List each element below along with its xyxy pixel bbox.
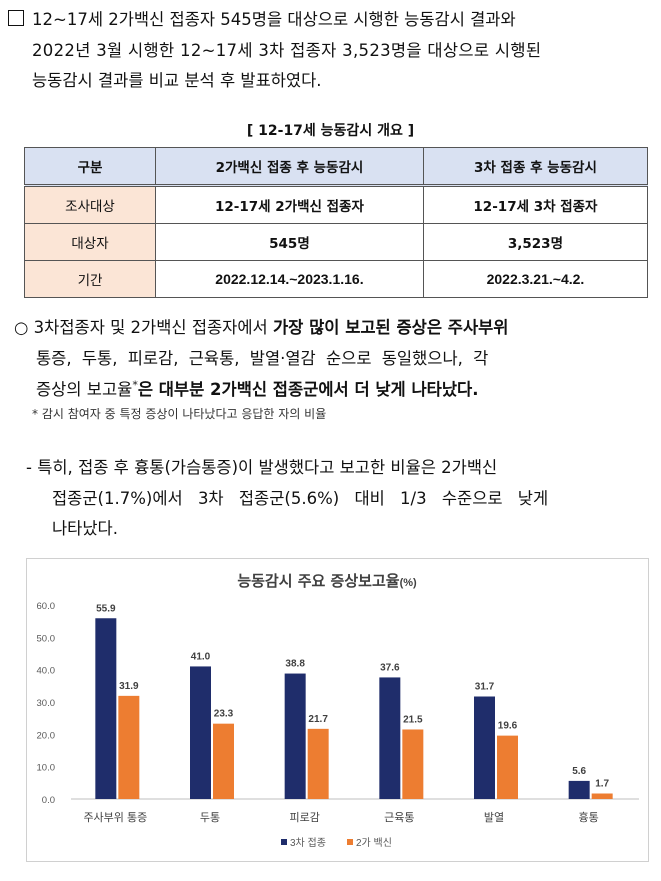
table-cell: 2022.3.21.~4.2.	[422, 260, 649, 298]
chest-pain-line-2: 접종군(1.7%)에서 3차 접종군(5.6%) 대비 1/3 수준으로 낮게	[52, 489, 549, 508]
data-label: 23.3	[214, 709, 234, 720]
finding-line-1-bold: 가장 많이 보고된 증상은 주사부위	[272, 318, 509, 337]
x-tick-label: 흉통	[579, 810, 599, 824]
data-label: 37.6	[380, 662, 400, 673]
bar-third-dose	[95, 618, 117, 799]
table-row: 대상자 545명 3,523명	[24, 223, 649, 261]
circle-bullet-icon: ○	[14, 318, 29, 337]
chest-pain-line-1: - 특히, 접종 후 흉통(가슴통증)이 발생했다고 보고한 비율은 2가백신	[26, 454, 497, 478]
y-tick-label: 20.0	[37, 730, 56, 741]
table-cell: 545명	[155, 223, 424, 261]
legend-label: 3차 접종	[290, 837, 326, 849]
bar-bivalent	[591, 793, 613, 799]
data-label: 5.6	[572, 766, 586, 777]
table-row: 조사대상 12-17세 2가백신 접종자 12-17세 3차 접종자	[24, 185, 649, 224]
bar-bivalent	[402, 729, 424, 799]
legend-label: 2가 백신	[356, 837, 392, 849]
symptom-chart: 능동감시 주요 증상보고율(%) 0.0 10.0 20.0 30.0 40.0 50.0 6…	[26, 558, 649, 862]
y-tick-label: 60.0	[37, 601, 56, 612]
chest-pain-line-3: 나타났다.	[52, 519, 118, 538]
data-label: 21.7	[308, 714, 328, 725]
square-bullet-icon	[8, 10, 24, 26]
bar-third-dose	[190, 666, 211, 799]
bar-third-dose	[379, 677, 401, 799]
data-label: 55.9	[96, 603, 116, 614]
footnote: * 감시 참여자 중 특정 증상이 나타났다고 응답한 자의 비율	[32, 407, 327, 421]
intro-line-1: 12~17세 2가백신 접종자 545명을 대상으로 시행한 능동감시 결과와	[8, 6, 516, 30]
asterisk-mark: *	[132, 378, 138, 392]
table-cell: 3,523명	[422, 223, 649, 261]
chart-svg: 능동감시 주요 증상보고율(%) 0.0 10.0 20.0 30.0 40.0 50.0 6…	[37, 572, 639, 849]
x-tick-label: 발열	[484, 811, 504, 824]
bar-bivalent	[307, 728, 329, 799]
legend-swatch	[281, 839, 287, 845]
table-header-cell: 2가백신 접종 후 능동감시	[155, 147, 424, 187]
table-header-cell: 구분	[24, 147, 156, 187]
table-cell: 2022.12.14.~2023.1.16.	[155, 260, 424, 298]
bar-bivalent	[213, 723, 234, 799]
chest-pain-line-1-rest: 접종 후 흉통(가슴통증)이 발생했다고 보고한 비율은 2가백신	[78, 458, 498, 477]
bar-third-dose	[568, 780, 590, 799]
x-tick-label: 두통	[200, 811, 220, 824]
table-cell: 12-17세 3차 접종자	[422, 185, 649, 224]
data-label: 21.5	[403, 714, 423, 725]
intro-line-3: 능동감시 결과를 비교 분석 후 발표하였다.	[32, 71, 322, 90]
table-header-cell: 3차 접종 후 능동감시	[422, 147, 649, 187]
chart-title-unit: (%)	[400, 577, 417, 589]
data-label: 1.7	[595, 779, 609, 790]
x-tick-label: 근육통	[384, 811, 414, 824]
data-label: 41.0	[191, 651, 211, 662]
legend-swatch	[347, 839, 353, 845]
table-row: 기간 2022.12.14.~2023.1.16. 2022.3.21.~4.2…	[24, 260, 649, 298]
table-cell: 12-17세 2가백신 접종자	[155, 185, 424, 224]
bar-third-dose	[474, 696, 495, 799]
table-caption: [ 12-17세 능동감시 개요 ]	[246, 123, 415, 139]
bar-bivalent	[118, 695, 140, 799]
overview-table: 구분 2가백신 접종 후 능동감시 3차 접종 후 능동감시 조사대상 12-1…	[24, 147, 649, 298]
data-label: 31.7	[475, 682, 495, 693]
row-label: 조사대상	[24, 185, 156, 224]
finding-line-1: ○ 3차접종자 및 2가백신 접종자에서 가장 많이 보고된 증상은 주사부위	[14, 314, 508, 338]
chart-title: 능동감시 주요 증상보고율(%)	[237, 572, 417, 590]
x-tick-label: 피로감	[289, 811, 319, 824]
finding-line-2: 통증, 두통, 피로감, 근육통, 발열·열감 순으로 동일했으나, 각	[36, 349, 489, 368]
data-label: 31.9	[119, 681, 139, 692]
intro-line-2: 2022년 3월 시행한 12~17세 3차 접종자 3,523명을 대상으로 …	[32, 41, 542, 60]
y-tick-label: 10.0	[37, 763, 56, 774]
y-tick-label: 50.0	[37, 633, 56, 644]
row-label: 기간	[24, 260, 156, 298]
bar-bivalent	[497, 735, 518, 799]
y-tick-label: 0.0	[42, 795, 55, 806]
x-tick-label: 주사부위 통증	[83, 811, 147, 824]
data-label: 19.6	[498, 721, 518, 732]
y-tick-label: 40.0	[37, 666, 56, 677]
finding-line-3-bold: 은 대부분 2가백신 접종군에서 더 낮게 나타났다.	[137, 380, 479, 399]
finding-line-1-text: 3차접종자 및 2가백신 접종자에서	[33, 318, 273, 337]
bar-third-dose	[284, 673, 306, 799]
finding-line-3: 증상의 보고율*은 대부분 2가백신 접종군에서 더 낮게 나타났다.	[36, 376, 478, 400]
chart-title-text: 능동감시 주요 증상보고율	[237, 572, 399, 590]
y-tick-label: 30.0	[37, 698, 56, 709]
table-header-row: 구분 2가백신 접종 후 능동감시 3차 접종 후 능동감시	[24, 147, 649, 187]
finding-line-3-text: 증상의 보고율	[36, 380, 133, 399]
row-label: 대상자	[24, 223, 156, 261]
intro-line-1-text: 12~17세 2가백신 접종자 545명을 대상으로 시행한 능동감시 결과와	[32, 10, 516, 29]
chest-pain-line-1-text: - 특히,	[26, 458, 79, 477]
data-label: 38.8	[285, 659, 305, 670]
